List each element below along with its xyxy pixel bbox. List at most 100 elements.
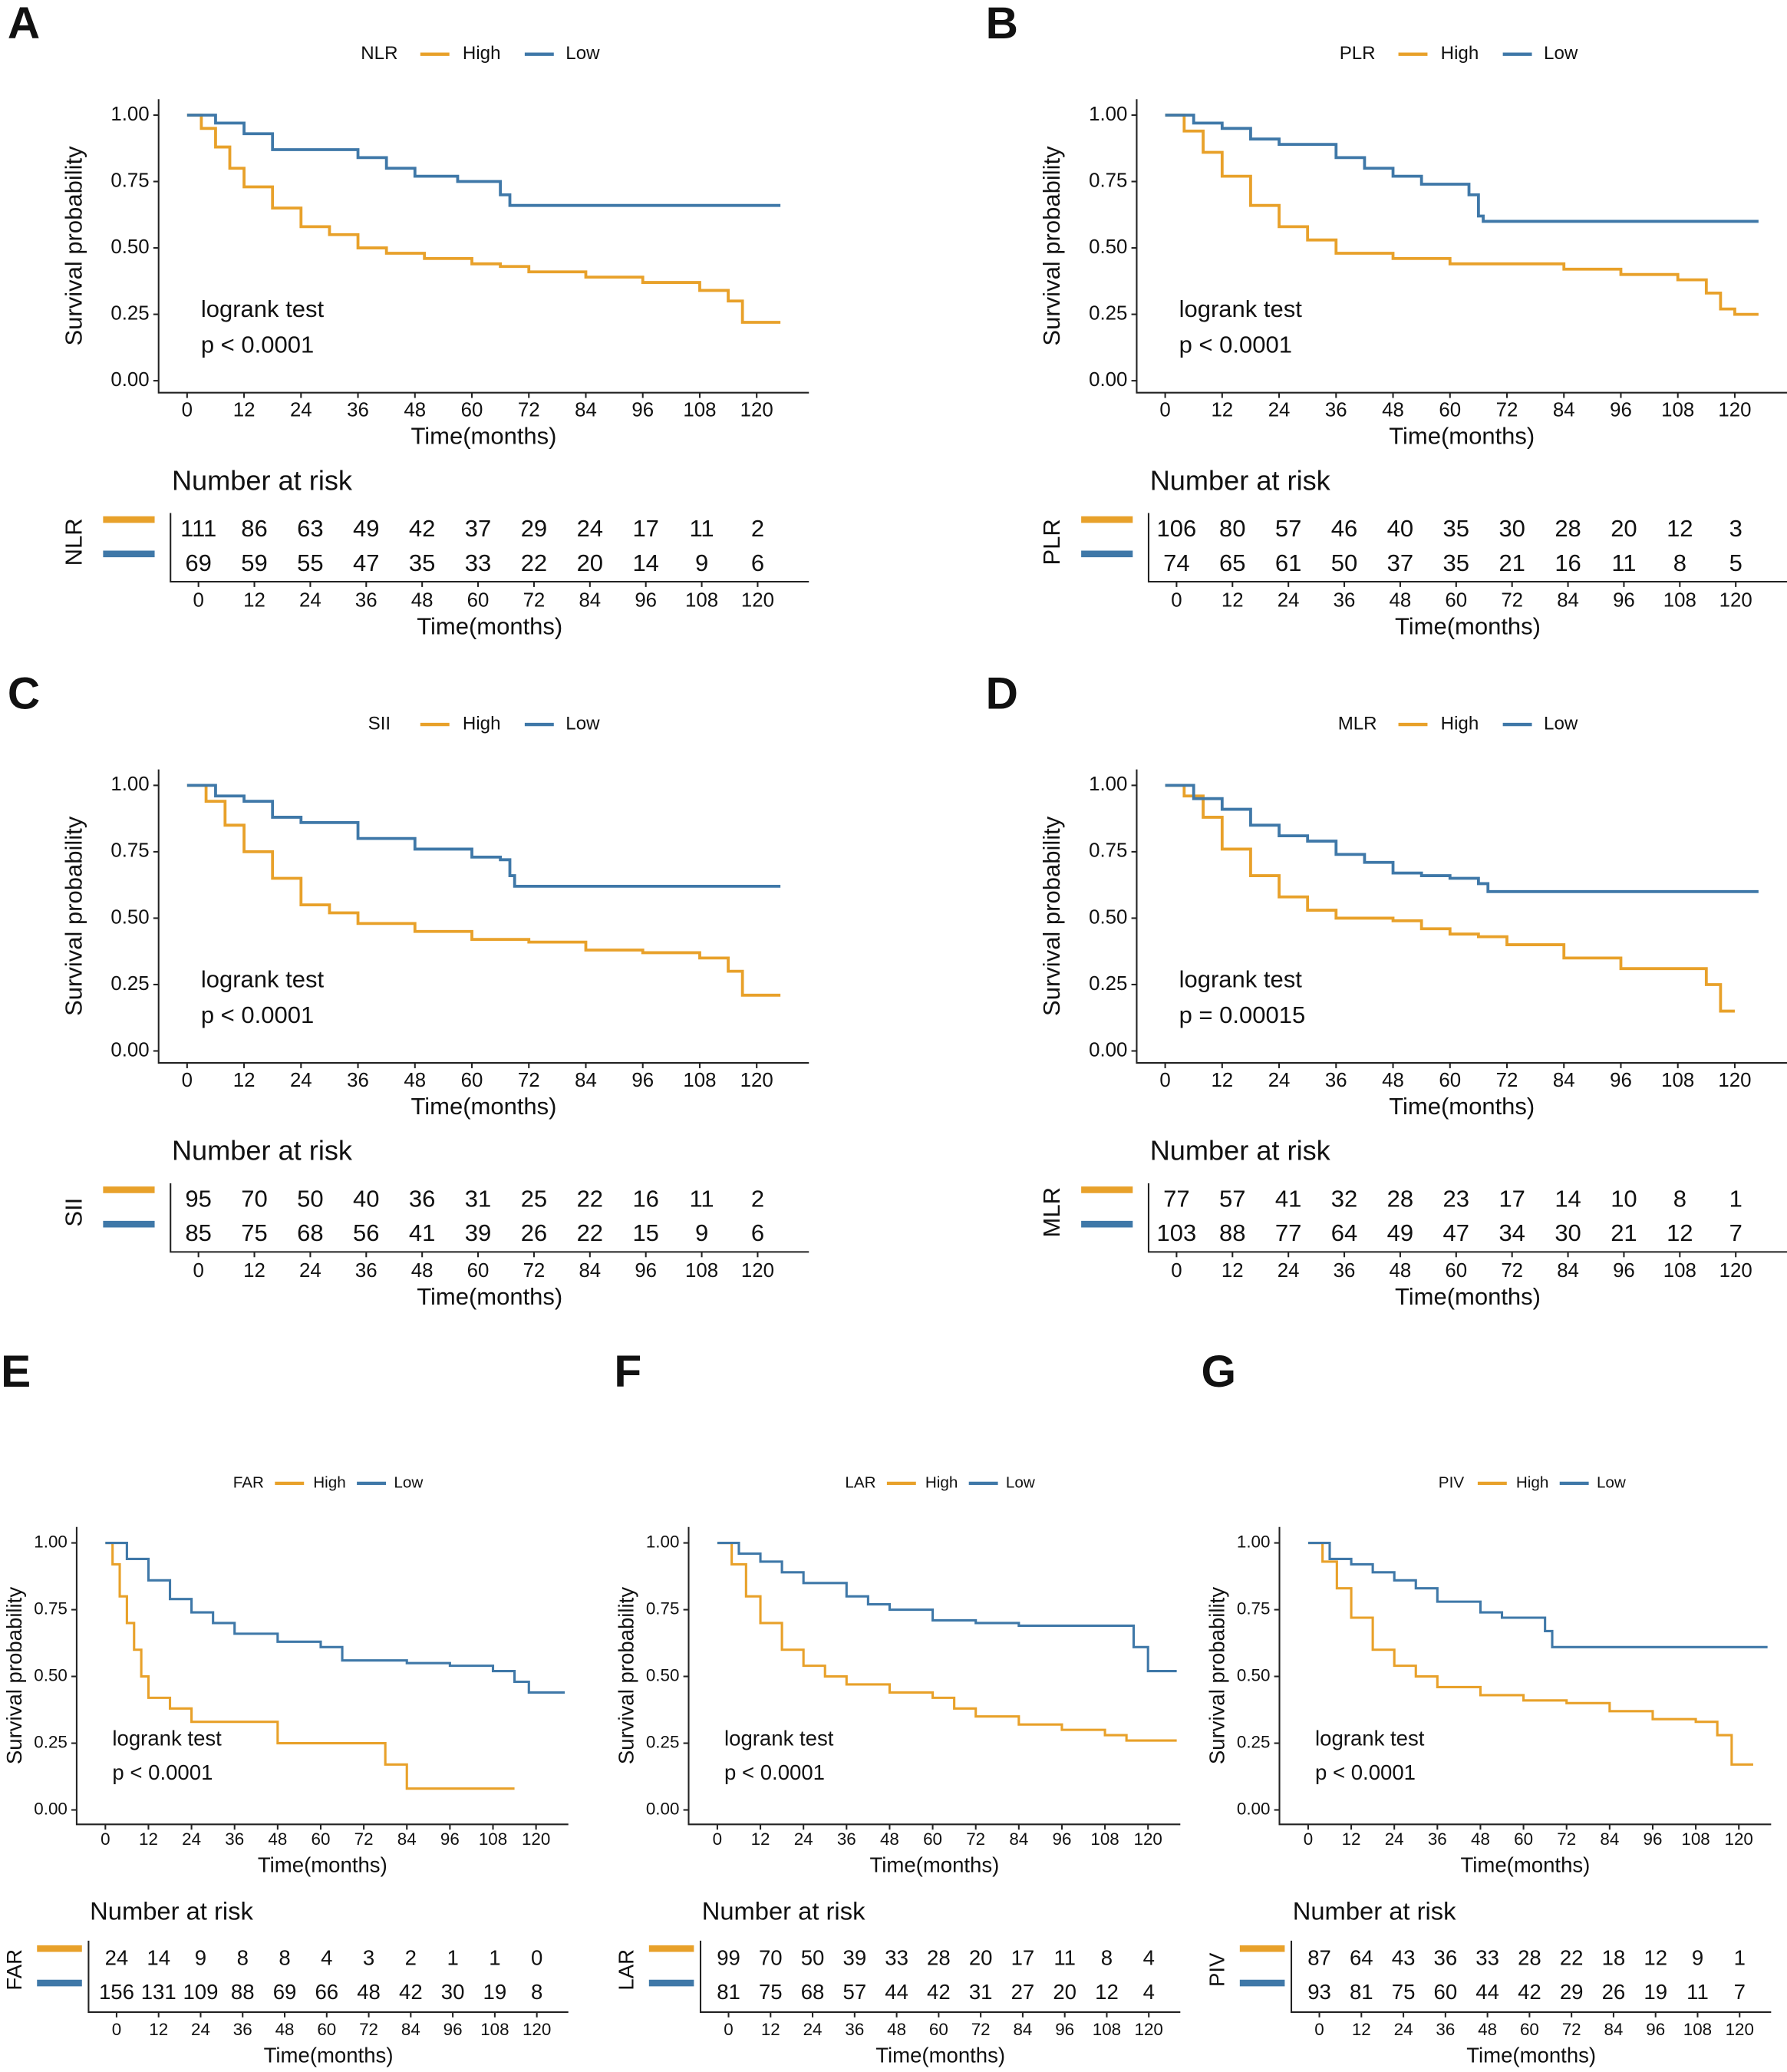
risk-count: 35 <box>1443 515 1469 542</box>
risk-count: 103 <box>1157 1219 1197 1246</box>
panel-letter: B <box>986 0 1018 48</box>
survival-curve <box>105 1542 565 1694</box>
risk-count: 42 <box>399 1980 423 2004</box>
y-tick-label: 0.25 <box>34 1732 68 1751</box>
risk-count: 35 <box>409 549 435 576</box>
risk-count: 33 <box>885 1945 908 1969</box>
risk-count: 18 <box>1602 1945 1626 1969</box>
x-tick-label: 108 <box>683 1070 716 1091</box>
risk-count: 64 <box>1350 1945 1373 1969</box>
x-tick-label: 48 <box>268 1829 287 1849</box>
x-tick-label: 0 <box>1159 1070 1170 1091</box>
x-tick-label: 24 <box>290 400 312 421</box>
risk-count: 35 <box>1443 549 1469 576</box>
risk-count: 81 <box>717 1980 740 2004</box>
risk-count: 28 <box>927 1945 951 1969</box>
risk-axes <box>87 1940 569 2013</box>
risk-count: 75 <box>1392 1980 1416 2004</box>
y-tick-label: 0.25 <box>110 302 149 324</box>
x-tick-label: 72 <box>518 1070 540 1091</box>
survival-curve <box>1165 114 1759 223</box>
x-tick-label: 60 <box>461 400 483 421</box>
risk-count: 20 <box>577 549 603 576</box>
risk-count: 77 <box>1163 1185 1189 1212</box>
risk-count: 57 <box>843 1980 867 2004</box>
risk-count: 23 <box>1443 1185 1469 1212</box>
risk-count: 111 <box>180 515 216 542</box>
risk-count: 19 <box>1644 1980 1667 2004</box>
x-tick-label: 12 <box>1211 1070 1233 1091</box>
risk-count: 75 <box>241 1219 267 1246</box>
x-tick-label: 0 <box>101 1829 110 1849</box>
risk-label: NLR <box>60 518 87 566</box>
risk-x-tick-label: 48 <box>1478 2020 1497 2039</box>
y-tick-label: 0.50 <box>110 906 149 928</box>
risk-count: 14 <box>632 549 658 576</box>
risk-x-tick-label: 120 <box>1726 2020 1754 2039</box>
risk-x-tick-label: 24 <box>299 1260 321 1282</box>
risk-count: 32 <box>1331 1185 1357 1212</box>
survival-curve <box>717 1542 1177 1673</box>
risk-count: 88 <box>231 1980 255 2004</box>
risk-count: 46 <box>1331 515 1357 542</box>
panel-letter: F <box>614 1347 641 1397</box>
risk-x-tick-label: 36 <box>1436 2020 1455 2039</box>
x-tick-label: 0 <box>713 1829 722 1849</box>
risk-x-tick-label: 0 <box>1314 2020 1324 2039</box>
legend-label: High <box>1516 1473 1548 1491</box>
risk-axes <box>1147 513 1787 583</box>
p-value: p < 0.0001 <box>201 332 314 358</box>
risk-count: 39 <box>843 1945 867 1969</box>
risk-x-tick-label: 120 <box>1719 1260 1752 1282</box>
risk-x-tick-label: 0 <box>1171 590 1182 612</box>
risk-x-tick-label: 0 <box>724 2020 733 2039</box>
x-tick-label: 120 <box>1718 400 1751 421</box>
risk-count: 44 <box>1475 1980 1499 2004</box>
risk-x-tick-label: 72 <box>971 2020 991 2039</box>
risk-x-tick-label: 72 <box>359 2020 378 2039</box>
risk-count: 5 <box>1729 549 1742 576</box>
risk-count: 7 <box>1734 1980 1746 2004</box>
risk-count: 11 <box>1686 1980 1709 2004</box>
risk-count: 29 <box>1560 1980 1584 2004</box>
y-tick-label: 1.00 <box>646 1532 680 1551</box>
risk-count: 31 <box>969 1980 993 2004</box>
x-axis-label: Time(months) <box>258 1853 387 1877</box>
y-tick-label: 0.50 <box>646 1665 680 1684</box>
risk-label: LAR <box>615 1949 638 1991</box>
risk-count: 39 <box>465 1219 491 1246</box>
x-tick-label: 84 <box>1600 1829 1619 1849</box>
risk-count: 77 <box>1275 1219 1301 1246</box>
risk-count: 1 <box>489 1945 500 1969</box>
x-tick-label: 84 <box>575 400 597 421</box>
risk-x-axis-label: Time(months) <box>1395 612 1541 639</box>
x-tick-label: 36 <box>1325 1070 1347 1091</box>
risk-count: 12 <box>1095 1980 1119 2004</box>
risk-x-tick-label: 12 <box>149 2020 168 2039</box>
risk-x-tick-label: 96 <box>1055 2020 1074 2039</box>
axes <box>157 769 809 1064</box>
risk-count: 0 <box>531 1945 542 1969</box>
risk-count: 57 <box>1219 1185 1245 1212</box>
x-axis-label: Time(months) <box>1389 1093 1535 1120</box>
risk-count: 14 <box>147 1945 170 1969</box>
risk-count: 22 <box>521 549 547 576</box>
legend-title: PLR <box>1340 43 1376 64</box>
x-axis-label: Time(months) <box>410 1093 556 1120</box>
risk-x-tick-label: 72 <box>1501 590 1523 612</box>
risk-count: 55 <box>297 549 323 576</box>
risk-axes <box>170 513 809 583</box>
risk-count: 131 <box>141 1980 176 2004</box>
risk-x-tick-label: 36 <box>355 1260 378 1282</box>
legend-label: Low <box>1597 1473 1626 1491</box>
risk-title: Number at risk <box>172 1135 353 1166</box>
legend-title: PIV <box>1439 1473 1465 1491</box>
legend-label: High <box>463 713 501 734</box>
x-tick-label: 12 <box>233 400 256 421</box>
risk-x-tick-label: 72 <box>523 590 546 612</box>
legend-label: Low <box>1544 43 1578 64</box>
risk-x-tick-label: 12 <box>243 590 265 612</box>
risk-count: 30 <box>1555 1219 1581 1246</box>
x-tick-label: 48 <box>1382 1070 1404 1091</box>
risk-count: 85 <box>185 1219 211 1246</box>
